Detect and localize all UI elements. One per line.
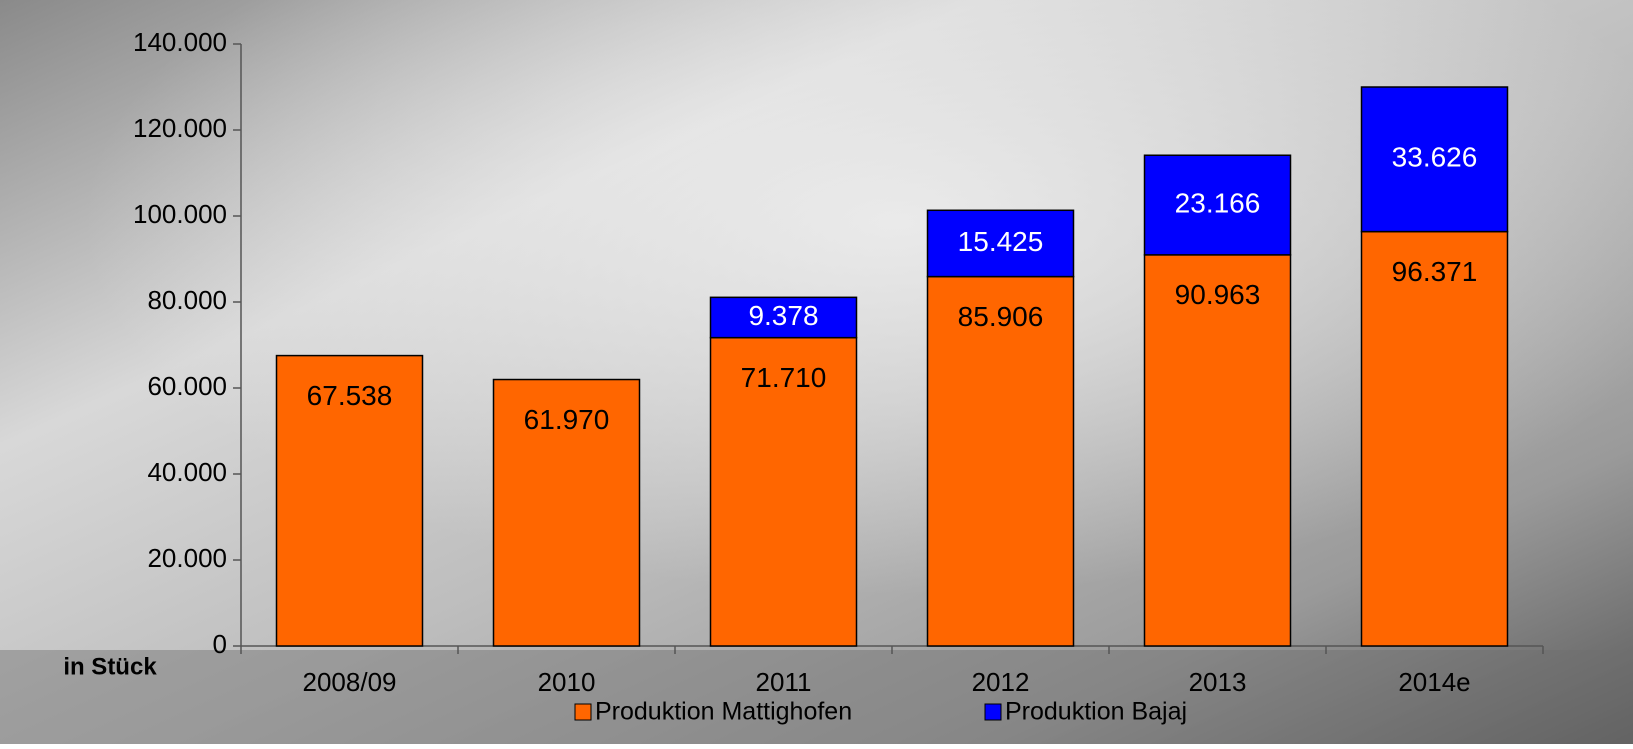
data-label: 96.371	[1392, 256, 1478, 287]
bar-segment	[709, 296, 858, 339]
y-tick-label: 120.000	[133, 113, 227, 143]
bar-segment	[1143, 154, 1292, 256]
bar-segment	[492, 378, 641, 647]
bar-segment	[709, 336, 858, 647]
data-label: 85.906	[958, 301, 1044, 332]
data-label: 9.378	[748, 300, 818, 331]
y-tick-label: 60.000	[147, 371, 227, 401]
x-tick-label: 2014e	[1398, 667, 1470, 697]
y-tick-label: 0	[213, 629, 227, 659]
bar-segment	[1143, 254, 1292, 647]
data-label: 90.963	[1175, 279, 1261, 310]
data-label: 23.166	[1175, 187, 1261, 218]
legend-swatch	[984, 703, 1002, 721]
y-axis-label: in Stück	[63, 653, 157, 680]
x-tick-label: 2013	[1189, 667, 1247, 697]
y-tick-label: 100.000	[133, 199, 227, 229]
x-tick-label: 2012	[972, 667, 1030, 697]
data-label: 15.425	[958, 226, 1044, 257]
bar-segment	[275, 354, 424, 647]
bar-segment	[926, 275, 1075, 647]
bar-segment	[1360, 86, 1509, 233]
data-label: 61.970	[524, 404, 610, 435]
legend-label: Produktion Mattighofen	[595, 698, 852, 726]
legend-swatch	[574, 703, 592, 721]
road	[0, 650, 1633, 744]
x-tick-label: 2008/09	[303, 667, 397, 697]
data-label: 71.710	[741, 362, 827, 393]
y-tick-label: 80.000	[147, 285, 227, 315]
y-tick-label: 20.000	[147, 543, 227, 573]
bar-segment	[1360, 230, 1509, 647]
bar-segment	[926, 209, 1075, 278]
x-tick-label: 2011	[756, 667, 812, 697]
y-tick-label: 140.000	[133, 27, 227, 57]
x-tick-label: 2010	[538, 667, 596, 697]
data-label: 33.626	[1392, 142, 1478, 173]
legend-label: Produktion Bajaj	[1005, 698, 1187, 726]
y-tick-label: 40.000	[147, 457, 227, 487]
data-label: 67.538	[307, 380, 393, 411]
